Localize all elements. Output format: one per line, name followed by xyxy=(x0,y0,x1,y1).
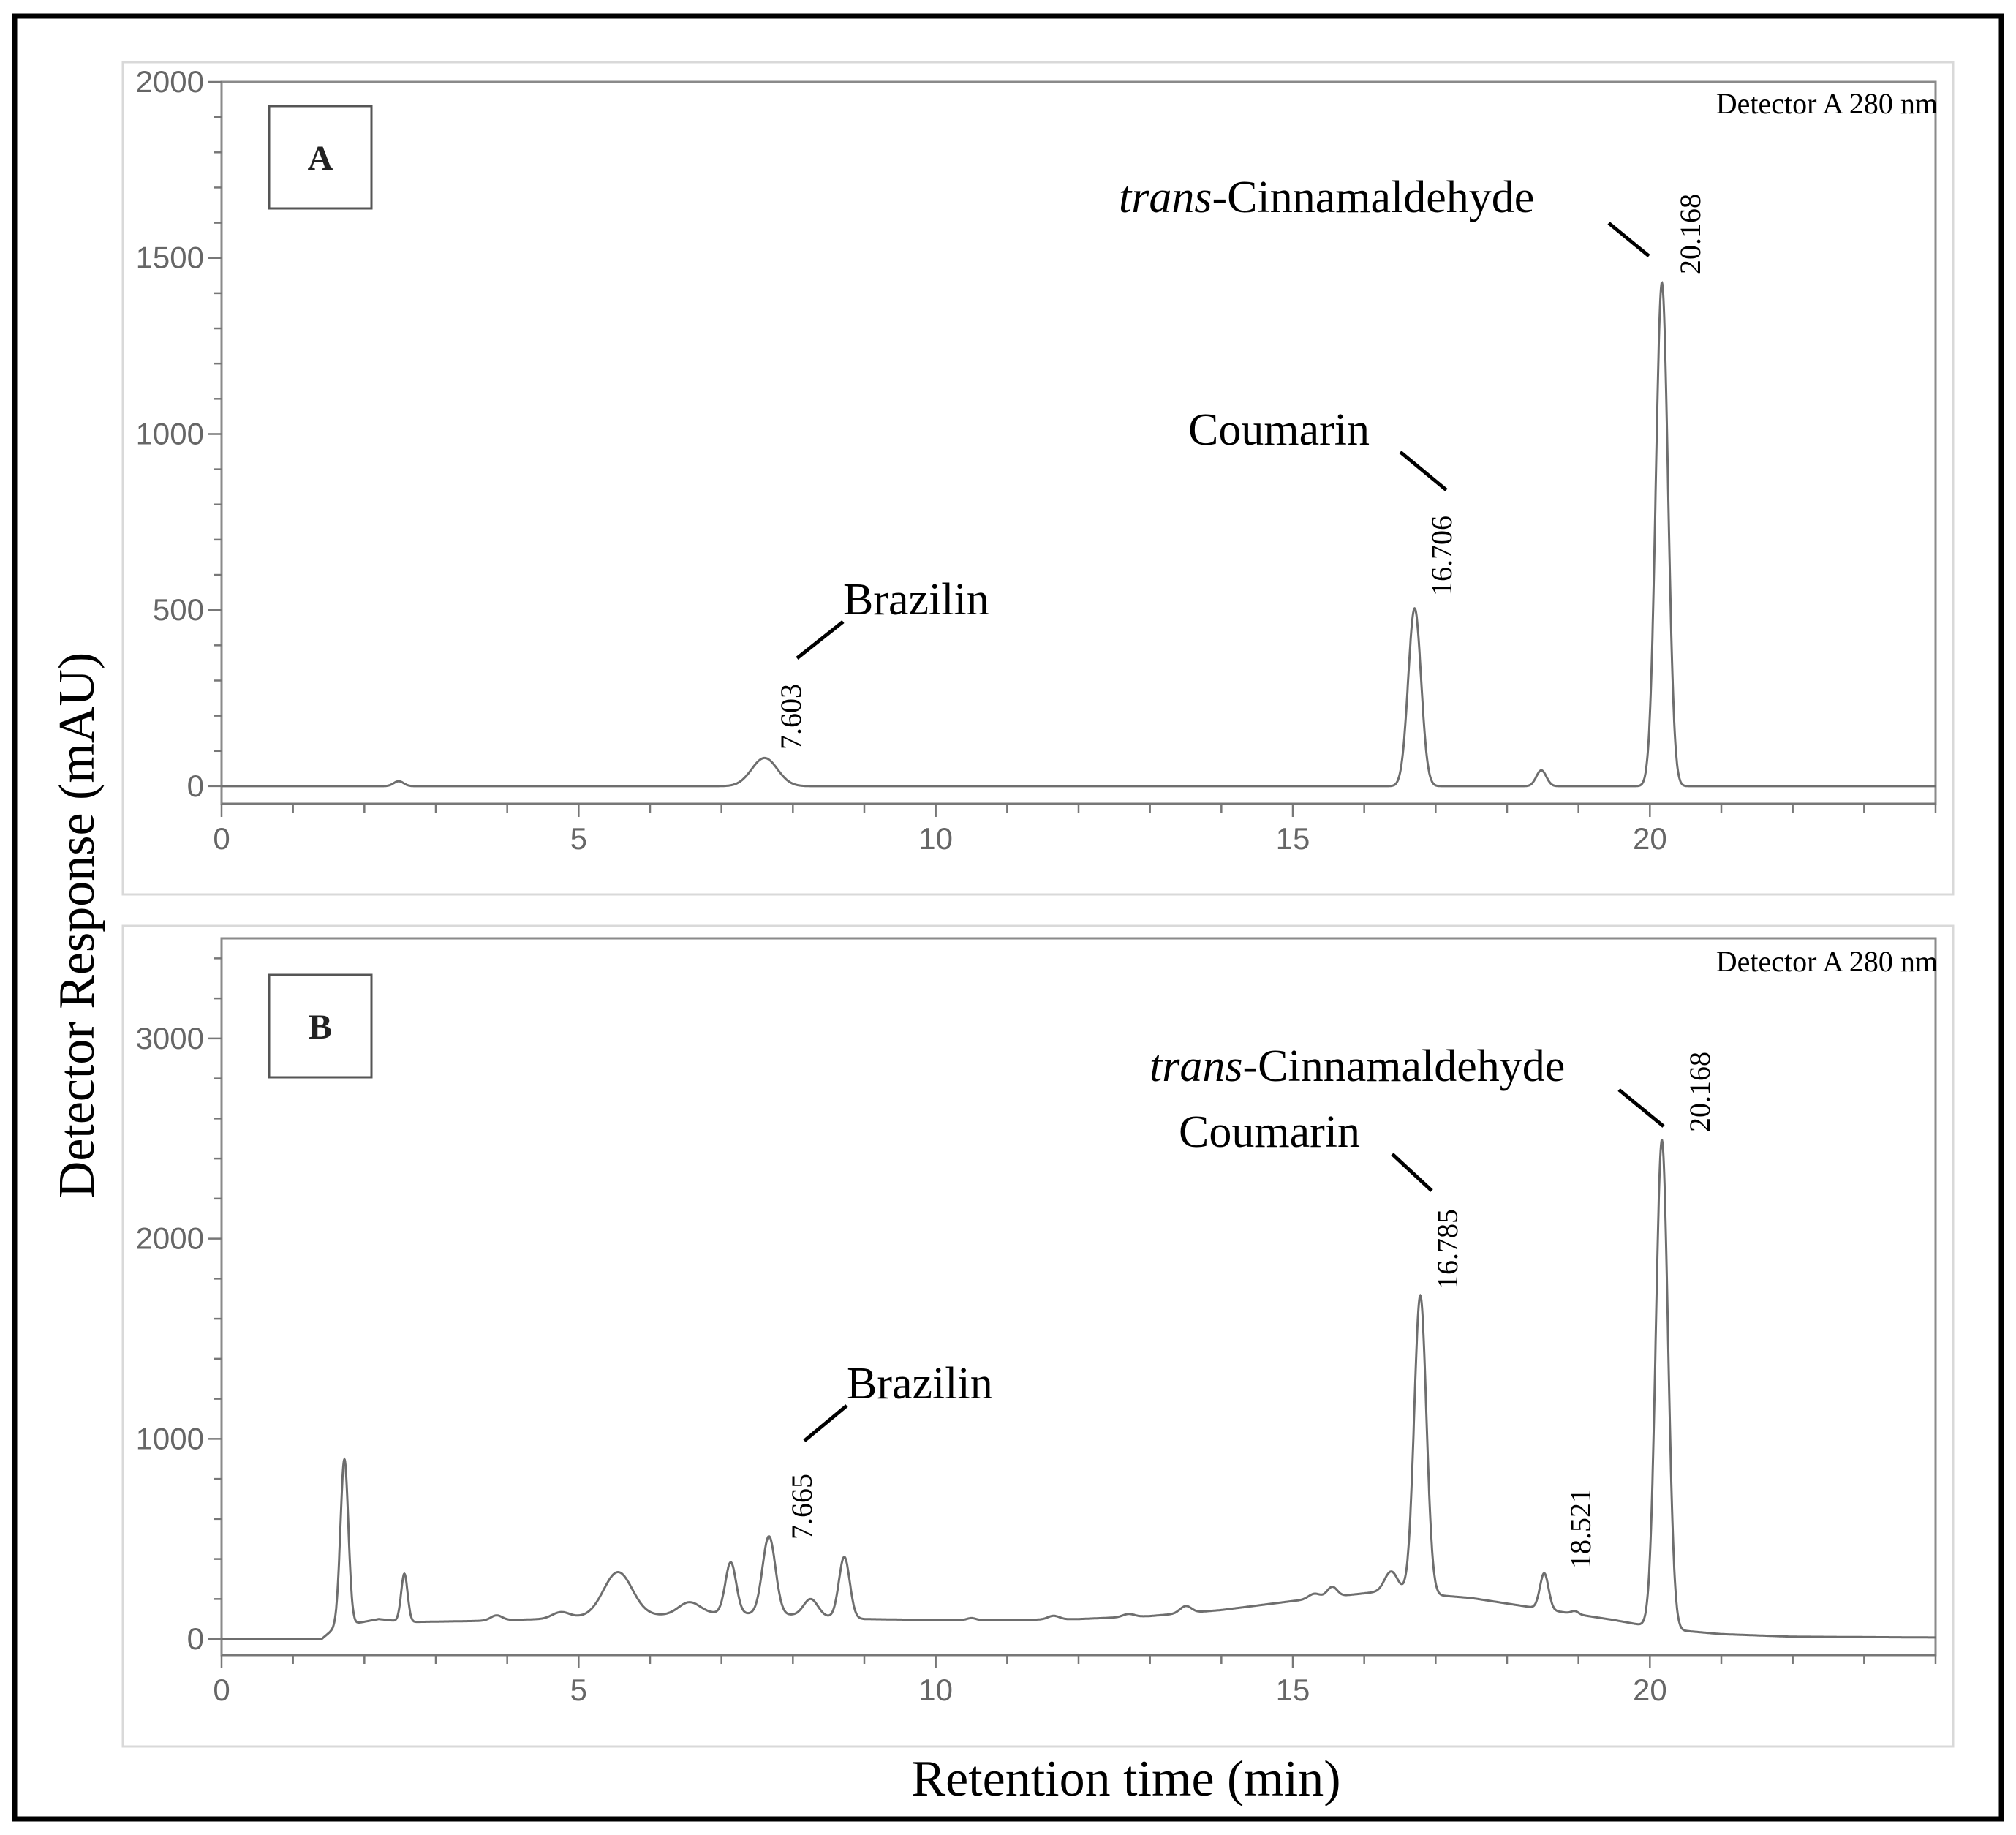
detector-label: Detector A 280 nm xyxy=(1716,945,1938,978)
panel-b-chart: B Detector A 280 nm 0 5 10 15 20 0 1000 2000 3000 B… xyxy=(136,945,1938,1707)
leader-line xyxy=(1607,222,1650,257)
y-tick-label: 0 xyxy=(187,1621,204,1656)
leader-line xyxy=(1391,1153,1433,1192)
chromatogram-trace xyxy=(222,1139,1936,1640)
panel-letter-box xyxy=(268,105,373,210)
compound-label-name: Brazilin xyxy=(843,575,989,625)
x-tick-label: 0 xyxy=(213,1673,230,1707)
panel-a-chart: A Detector A 280 nm 0 5 10 15 20 0 500 1000 1500 20… xyxy=(136,64,1938,856)
panel-b-frame xyxy=(121,924,1955,1748)
leader-line xyxy=(796,620,845,660)
panel-letter: B xyxy=(309,1008,332,1047)
compound-label: trans-Cinnamaldehyde xyxy=(1119,173,1534,222)
compound-label-name: -Cinnamaldehyde xyxy=(1242,1041,1565,1091)
x-tick-label: 15 xyxy=(1276,1673,1310,1707)
x-tick-label: 10 xyxy=(918,821,953,856)
compound-label-italic: trans xyxy=(1119,173,1212,222)
compound-label-name: Coumarin xyxy=(1188,405,1370,455)
y-tick-label: 1000 xyxy=(136,416,204,451)
retention-time-label: 20.168 xyxy=(1683,1052,1716,1132)
retention-time-label: 16.785 xyxy=(1431,1209,1464,1289)
x-tick-label: 20 xyxy=(1633,821,1667,856)
retention-time-label: 7.603 xyxy=(774,684,807,750)
detector-label: Detector A 280 nm xyxy=(1716,87,1938,120)
compound-label: Brazilin xyxy=(847,1359,993,1409)
y-tick-label: 0 xyxy=(187,769,204,803)
x-tick-label: 5 xyxy=(570,821,587,856)
x-tick-label: 0 xyxy=(213,821,230,856)
outer-frame xyxy=(12,13,2004,1822)
compound-label-name: Brazilin xyxy=(847,1359,993,1409)
retention-time-label: 16.706 xyxy=(1425,516,1458,596)
y-axis-title: Detector Response (mAU) xyxy=(49,652,105,1198)
compound-label-italic: trans xyxy=(1149,1041,1242,1091)
y-tick-label: 3000 xyxy=(136,1021,204,1055)
leader-line xyxy=(1399,451,1448,491)
compound-label: Coumarin xyxy=(1188,405,1370,455)
y-tick-label: 1500 xyxy=(136,241,204,275)
leader-line xyxy=(803,1404,848,1442)
x-tick-label: 20 xyxy=(1633,1673,1667,1707)
y-tick-label: 1000 xyxy=(136,1421,204,1455)
y-tick-label: 2000 xyxy=(136,64,204,99)
retention-time-label: 7.665 xyxy=(785,1474,818,1540)
panel-letter-box xyxy=(268,973,373,1079)
compound-label: trans-Cinnamaldehyde xyxy=(1149,1041,1565,1091)
x-tick-label: 5 xyxy=(570,1673,587,1707)
compound-label: Coumarin xyxy=(1179,1107,1360,1157)
retention-time-label: 20.168 xyxy=(1674,194,1707,274)
chromatogram-trace xyxy=(222,281,1936,788)
panel-a-frame xyxy=(121,61,1955,896)
y-tick-label: 2000 xyxy=(136,1221,204,1256)
panel-letter: A xyxy=(308,139,333,178)
retention-time-label: 18.521 xyxy=(1564,1488,1597,1569)
y-tick-label: 500 xyxy=(153,592,204,627)
x-tick-label: 15 xyxy=(1276,821,1310,856)
leader-line xyxy=(1617,1088,1665,1128)
compound-label-name: -Cinnamaldehyde xyxy=(1212,173,1534,222)
compound-label-name: Coumarin xyxy=(1179,1107,1360,1157)
x-tick-label: 10 xyxy=(918,1673,953,1707)
compound-label: Brazilin xyxy=(843,575,989,625)
x-axis-title: Retention time (min) xyxy=(911,1751,1340,1807)
